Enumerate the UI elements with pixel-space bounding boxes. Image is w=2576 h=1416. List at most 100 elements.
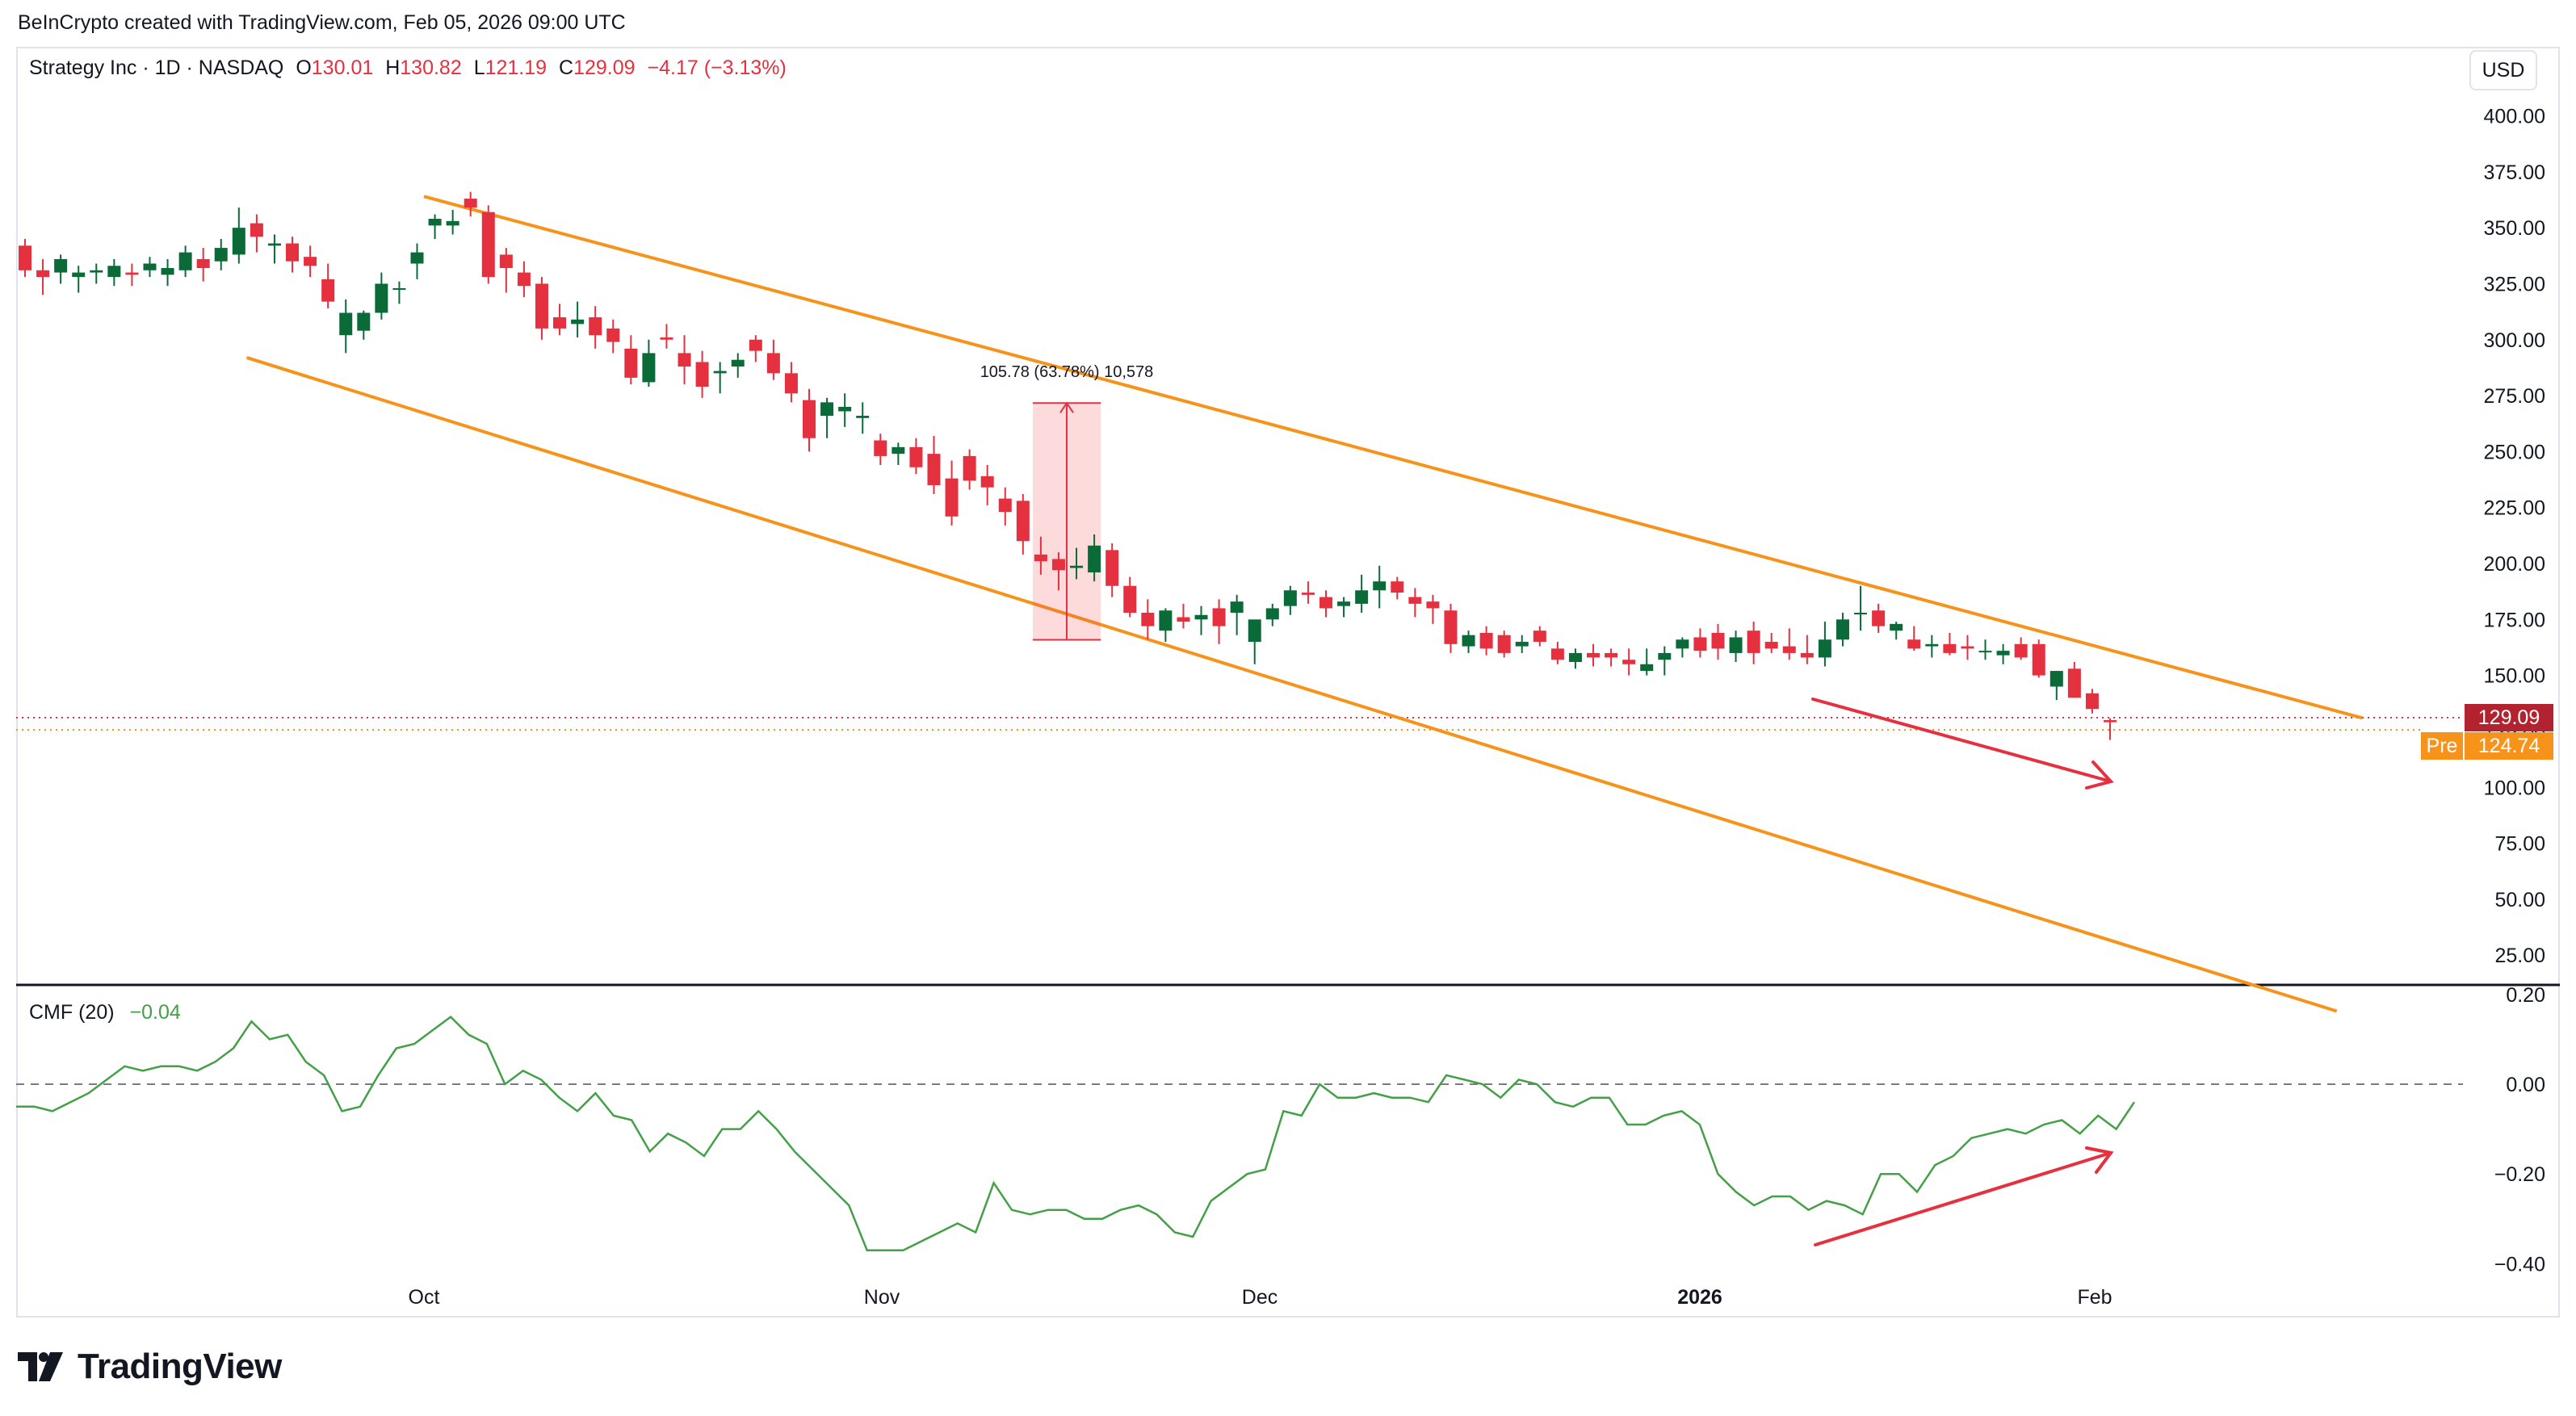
candle[interactable] (749, 335, 762, 362)
candle[interactable] (1640, 648, 1654, 676)
cmf-legend[interactable]: CMF (20) −0.04 (29, 1001, 181, 1024)
candle[interactable] (1872, 603, 1886, 633)
candle[interactable] (856, 402, 870, 434)
candle[interactable] (517, 261, 531, 298)
candle[interactable] (250, 214, 263, 253)
candle[interactable] (161, 258, 174, 287)
candle[interactable] (1034, 536, 1047, 575)
candle[interactable] (1800, 635, 1814, 664)
candle[interactable] (874, 434, 887, 466)
candle[interactable] (820, 397, 834, 438)
candle[interactable] (1890, 622, 1903, 640)
time-axis[interactable]: Oct Nov Dec 2026 Feb (409, 1286, 2112, 1309)
candle[interactable] (125, 263, 139, 287)
candle[interactable] (2085, 689, 2099, 714)
candle[interactable] (1230, 594, 1244, 635)
candle[interactable] (1711, 623, 1725, 660)
candle[interactable] (375, 272, 388, 320)
candle[interactable] (19, 238, 31, 278)
candle[interactable] (1283, 585, 1297, 615)
candle[interactable] (1159, 608, 1173, 643)
candle[interactable] (1479, 626, 1493, 656)
candle[interactable] (1658, 646, 1672, 676)
candle[interactable] (428, 214, 442, 239)
candle[interactable] (1319, 590, 1332, 618)
candle[interactable] (1408, 588, 1422, 618)
candle[interactable] (1497, 630, 1511, 658)
candle[interactable] (838, 393, 852, 427)
candle[interactable] (1391, 576, 1404, 600)
channel-lower-line[interactable] (245, 356, 2338, 1013)
candle[interactable] (2104, 718, 2117, 740)
candle[interactable] (499, 248, 513, 293)
candle[interactable] (535, 277, 548, 340)
candle[interactable] (713, 362, 727, 394)
candle[interactable] (1550, 642, 1564, 664)
candle[interactable] (1355, 574, 1369, 613)
candle[interactable] (1605, 648, 1618, 667)
candle[interactable] (143, 257, 157, 278)
candle[interactable] (1961, 635, 1974, 660)
candle[interactable] (464, 191, 477, 217)
candle[interactable] (660, 324, 673, 349)
candle[interactable] (803, 388, 816, 452)
candle[interactable] (214, 238, 228, 270)
candle[interactable] (178, 245, 192, 278)
candle[interactable] (286, 237, 300, 273)
candle[interactable] (1212, 599, 1226, 644)
candle[interactable] (90, 263, 103, 284)
cmf-up-arrow[interactable] (1814, 1146, 2114, 1246)
candle[interactable] (196, 248, 210, 282)
price-range-measure[interactable] (1032, 401, 1101, 641)
candle[interactable] (998, 487, 1012, 526)
candle[interactable] (54, 254, 68, 284)
candle[interactable] (553, 304, 567, 336)
candle[interactable] (304, 245, 317, 278)
candle[interactable] (1836, 612, 1849, 647)
candle[interactable] (784, 362, 798, 403)
tradingview-logo[interactable]: TradingView (18, 1347, 282, 1387)
candle[interactable] (1943, 632, 1957, 656)
candle[interactable] (2049, 671, 2063, 701)
candle[interactable] (1070, 547, 1084, 580)
candle[interactable] (1337, 597, 1351, 618)
candle[interactable] (1105, 543, 1119, 597)
candle[interactable] (1782, 628, 1796, 660)
candle[interactable] (1194, 605, 1208, 635)
channel-upper-line[interactable] (423, 195, 2363, 720)
candle[interactable] (2014, 637, 2028, 660)
candle[interactable] (1996, 643, 2010, 664)
candle[interactable] (624, 335, 638, 385)
candle[interactable] (1515, 635, 1529, 653)
candle[interactable] (589, 306, 602, 349)
candle[interactable] (339, 299, 353, 354)
candle[interactable] (1764, 632, 1778, 653)
currency-button[interactable]: USD (2469, 50, 2537, 90)
candle[interactable] (36, 258, 50, 295)
candle[interactable] (1248, 619, 1261, 664)
candle[interactable] (892, 442, 905, 466)
candle[interactable] (481, 205, 495, 284)
price-down-arrow[interactable] (1811, 698, 2114, 790)
candle[interactable] (232, 207, 245, 264)
candle[interactable] (1016, 494, 1030, 555)
candle[interactable] (695, 350, 709, 398)
candle[interactable] (1051, 552, 1065, 591)
candle[interactable] (731, 353, 745, 378)
candle[interactable] (1925, 635, 1939, 658)
candle[interactable] (1747, 622, 1760, 664)
candle[interactable] (1729, 630, 1743, 662)
candle[interactable] (1141, 599, 1155, 640)
candle[interactable] (927, 435, 941, 495)
candle[interactable] (945, 460, 959, 526)
candle[interactable] (1818, 622, 1831, 667)
candle[interactable] (1587, 643, 1601, 667)
candle[interactable] (1088, 534, 1101, 582)
cmf-axis[interactable]: 0.20 0.00 −0.20 −0.40 (2494, 984, 2545, 1276)
candle[interactable] (267, 234, 281, 264)
candle[interactable] (357, 310, 371, 340)
candle[interactable] (1177, 603, 1190, 629)
candle[interactable] (980, 465, 994, 505)
candle[interactable] (1301, 581, 1315, 604)
